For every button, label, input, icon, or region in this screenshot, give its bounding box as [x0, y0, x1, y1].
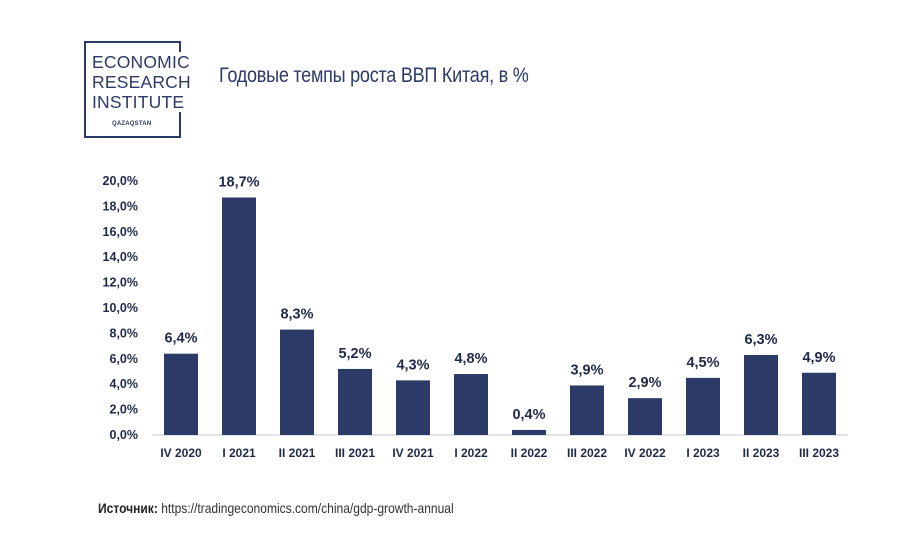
source-url[interactable]: https://tradingeconomics.com/china/gdp-g… — [161, 500, 454, 516]
data-label: 4,5% — [686, 355, 719, 371]
data-label: 2,9% — [628, 375, 661, 391]
bar — [396, 380, 430, 435]
category-label: III 2022 — [567, 446, 607, 460]
y-tick-label: 18,0% — [103, 199, 138, 213]
category-label: IV 2022 — [624, 446, 666, 460]
data-label: 8,3% — [280, 307, 313, 323]
bar — [570, 385, 604, 435]
category-label: IV 2021 — [392, 446, 434, 460]
source-label: Источник: — [98, 500, 158, 516]
data-label: 4,8% — [454, 351, 487, 367]
data-label: 5,2% — [338, 346, 371, 362]
category-label: I 2022 — [454, 446, 488, 460]
y-tick-label: 10,0% — [103, 301, 138, 315]
y-tick-label: 14,0% — [103, 250, 138, 264]
bar — [454, 374, 488, 435]
y-tick-label: 16,0% — [103, 225, 138, 239]
y-tick-label: 4,0% — [110, 377, 139, 391]
y-tick-label: 8,0% — [110, 326, 139, 340]
y-axis-ticks: 0,0% 2,0% 4,0% 6,0% 8,0% 10,0% 12,0% 14,0% 16,0%… — [103, 174, 138, 442]
y-tick-label: 0,0% — [110, 428, 139, 442]
data-label: 6,4% — [164, 331, 197, 347]
category-label: I 2021 — [222, 446, 256, 460]
source-note: Источник: https://tradingeconomics.com/c… — [98, 500, 454, 516]
bar — [802, 372, 836, 435]
bar — [744, 354, 778, 435]
y-tick-label: 6,0% — [110, 352, 139, 366]
bar — [280, 329, 314, 435]
category-label: I 2023 — [686, 446, 720, 460]
data-label: 0,4% — [512, 407, 545, 423]
category-label: II 2021 — [279, 446, 316, 460]
bar — [338, 368, 372, 435]
bar — [164, 353, 198, 435]
logo-subtitle: QAZAQSTAN — [112, 121, 152, 127]
data-label: 4,3% — [396, 357, 429, 373]
data-label: 4,9% — [802, 350, 835, 366]
y-tick-label: 2,0% — [110, 403, 139, 417]
data-labels: 6,4% 18,7% 8,3% 5,2% 4,3% 4,8% 0,4% 3,9% 2,9% 4,5… — [164, 175, 835, 423]
bar — [512, 429, 546, 435]
chart-title: Годовые темпы роста ВВП Китая, в % — [219, 64, 529, 87]
data-label: 3,9% — [570, 362, 603, 378]
bar — [628, 398, 662, 435]
data-label: 6,3% — [744, 332, 777, 348]
data-label: 18,7% — [218, 175, 259, 191]
category-labels: IV 2020 I 2021 II 2021 III 2021 IV 2021 I 202… — [160, 446, 839, 460]
category-label: III 2023 — [799, 446, 839, 460]
category-label: IV 2020 — [160, 446, 202, 460]
category-label: II 2023 — [743, 446, 780, 460]
category-label: III 2021 — [335, 446, 375, 460]
bar — [222, 197, 256, 435]
category-label: II 2022 — [511, 446, 548, 460]
logo-name: ECONOMIC RESEARCH INSTITUTE — [92, 52, 195, 112]
bar — [686, 377, 720, 435]
y-tick-label: 20,0% — [103, 174, 138, 188]
bars — [164, 197, 836, 435]
y-tick-label: 12,0% — [103, 276, 138, 290]
